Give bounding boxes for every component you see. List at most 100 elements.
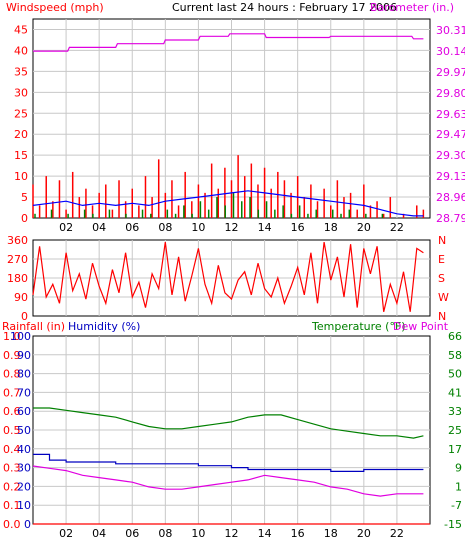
rain-ytick-7: 0.7 <box>3 386 21 399</box>
barometer-line <box>33 33 424 52</box>
wind-direction-line <box>32 241 424 312</box>
humidity-ytick-3: 30 <box>17 462 31 475</box>
thermo-xtick-5: 12 <box>225 527 239 540</box>
temp-ytick-8: 50 <box>448 368 462 381</box>
dir-compass-2: S <box>438 272 445 285</box>
temp-ytick-0: -15 <box>444 518 462 531</box>
dir-compass-4: N <box>438 234 446 247</box>
humidity-ytick-2: 20 <box>17 480 31 493</box>
wind-ytick-9: 45 <box>14 23 28 36</box>
temp-ytick-10: 66 <box>448 330 462 343</box>
barometer-axis-title: Barometer (in.) <box>370 1 454 14</box>
thermo-xtick-0: 02 <box>59 527 73 540</box>
dir-ytick-3: 270 <box>7 253 28 266</box>
wind-xtick-7: 16 <box>291 221 305 234</box>
dir-ytick-4: 360 <box>7 234 28 247</box>
temp-ytick-6: 33 <box>448 405 462 418</box>
temp-ytick-2: 1 <box>455 480 462 493</box>
humidity-ytick-1: 10 <box>17 499 31 512</box>
wind-xtick-2: 06 <box>125 221 139 234</box>
wind-xtick-0: 02 <box>59 221 73 234</box>
humidity-ytick-4: 40 <box>17 443 31 456</box>
avg-wind-line <box>32 190 424 217</box>
temp-ytick-1: -7 <box>451 499 462 512</box>
thermo-xtick-7: 16 <box>291 527 305 540</box>
windspeed-axis-title: Windspeed (mph) <box>6 1 104 14</box>
baro-ytick-4: 29.47 <box>436 128 465 141</box>
baro-ytick-1: 28.96 <box>436 191 465 204</box>
baro-ytick-2: 29.13 <box>436 170 465 183</box>
rain-ytick-5: 0.5 <box>3 424 21 437</box>
humidity-ytick-9: 90 <box>17 349 31 362</box>
baro-ytick-6: 29.80 <box>436 87 465 100</box>
humidity-ytick-6: 60 <box>17 405 31 418</box>
rain-ytick-10: 1.0 <box>3 330 21 343</box>
temp-ytick-7: 41 <box>448 386 462 399</box>
humidity-ytick-8: 80 <box>17 368 31 381</box>
thermo-xtick-6: 14 <box>258 527 272 540</box>
wind-ytick-6: 30 <box>14 86 28 99</box>
thermo-xtick-10: 22 <box>390 527 404 540</box>
wind-xtick-3: 08 <box>158 221 172 234</box>
rain-ytick-3: 0.3 <box>3 462 21 475</box>
wind-xtick-6: 14 <box>258 221 272 234</box>
wind-ytick-3: 15 <box>14 149 28 162</box>
rain-ytick-2: 0.2 <box>3 480 21 493</box>
baro-ytick-3: 29.30 <box>436 149 465 162</box>
wind-xtick-4: 10 <box>191 221 205 234</box>
dewpoint-axis-title: Dew Point <box>393 320 449 333</box>
humidity-line <box>33 453 424 472</box>
thermo-xtick-4: 10 <box>191 527 205 540</box>
dir-compass-3: E <box>438 253 445 266</box>
humidity-ytick-7: 70 <box>17 386 31 399</box>
rain-ytick-4: 0.4 <box>3 443 21 456</box>
chart-labels: Windspeed (mph) Current last 24 hours : … <box>2 1 465 540</box>
thermo-xtick-2: 06 <box>125 527 139 540</box>
temp-ytick-5: 25 <box>448 424 462 437</box>
rain-ytick-1: 0.1 <box>3 499 21 512</box>
dir-ytick-1: 90 <box>14 291 28 304</box>
chart-series <box>32 33 430 525</box>
wind-xtick-9: 20 <box>357 221 371 234</box>
humidity-axis-title: Humidity (%) <box>68 320 140 333</box>
dewpoint-line <box>32 465 424 497</box>
humidity-ytick-0: 0 <box>24 518 31 531</box>
wind-xtick-1: 04 <box>92 221 106 234</box>
baro-ytick-8: 30.14 <box>436 45 465 58</box>
thermo-xtick-1: 04 <box>92 527 106 540</box>
temperature-axis-title: Temperature (°F) <box>311 320 406 333</box>
temp-ytick-4: 17 <box>448 443 462 456</box>
thermo-xtick-3: 08 <box>158 527 172 540</box>
wind-ytick-4: 20 <box>14 128 28 141</box>
baro-ytick-9: 30.31 <box>436 24 465 37</box>
wind-xtick-10: 22 <box>390 221 404 234</box>
wind-xtick-8: 18 <box>324 221 338 234</box>
baro-ytick-7: 29.97 <box>436 66 465 79</box>
baro-ytick-5: 29.63 <box>436 108 465 121</box>
baro-ytick-0: 28.79 <box>436 212 465 225</box>
temperature-line <box>33 407 424 439</box>
wind-ytick-5: 25 <box>14 107 28 120</box>
dir-compass-0: N <box>438 310 446 323</box>
dir-compass-1: W <box>438 291 449 304</box>
wind-ytick-0: 0 <box>21 212 28 225</box>
rainfall-axis-title: Rainfall (in) <box>2 320 65 333</box>
rain-ytick-9: 0.9 <box>3 349 21 362</box>
wind-ytick-2: 10 <box>14 170 28 183</box>
temp-ytick-3: 9 <box>455 462 462 475</box>
rain-ytick-8: 0.8 <box>3 368 21 381</box>
wind-xtick-5: 12 <box>225 221 239 234</box>
dir-ytick-2: 180 <box>7 272 28 285</box>
humidity-ytick-10: 100 <box>10 330 31 343</box>
rain-ytick-0: 0.0 <box>3 518 21 531</box>
rain-ytick-6: 0.6 <box>3 405 21 418</box>
chart-title: Current last 24 hours : February 17 2006 <box>172 1 397 14</box>
wind-ytick-1: 5 <box>21 191 28 204</box>
wind-ytick-7: 35 <box>14 65 28 78</box>
dir-ytick-0: 0 <box>21 310 28 323</box>
thermo-xtick-9: 20 <box>357 527 371 540</box>
wind-ytick-8: 40 <box>14 44 28 57</box>
thermo-xtick-8: 18 <box>324 527 338 540</box>
